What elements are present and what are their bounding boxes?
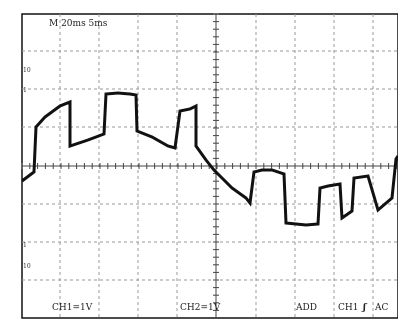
waveform-trace — [21, 91, 398, 227]
trigger-coupling-readout: AC — [375, 303, 389, 313]
lower-marker-b: 10 — [23, 263, 31, 270]
grid-horizontal — [22, 50, 398, 281]
ch2-scale-readout: CH2=1V — [180, 303, 221, 313]
upper-marker-b: 1 — [23, 87, 27, 94]
lower-marker-a: 1 — [23, 242, 27, 249]
ch1-scale-readout: CH1=1V — [52, 303, 93, 313]
trigger-slope-icon: ʃ — [363, 303, 366, 313]
math-mode-readout: ADD — [296, 303, 317, 313]
upper-marker-a: 10 — [23, 67, 31, 74]
axis-ticks — [21, 13, 397, 311]
trigger-source-readout: CH1 — [338, 303, 359, 313]
timebase-readout: M 20ms 5ms — [49, 19, 108, 29]
